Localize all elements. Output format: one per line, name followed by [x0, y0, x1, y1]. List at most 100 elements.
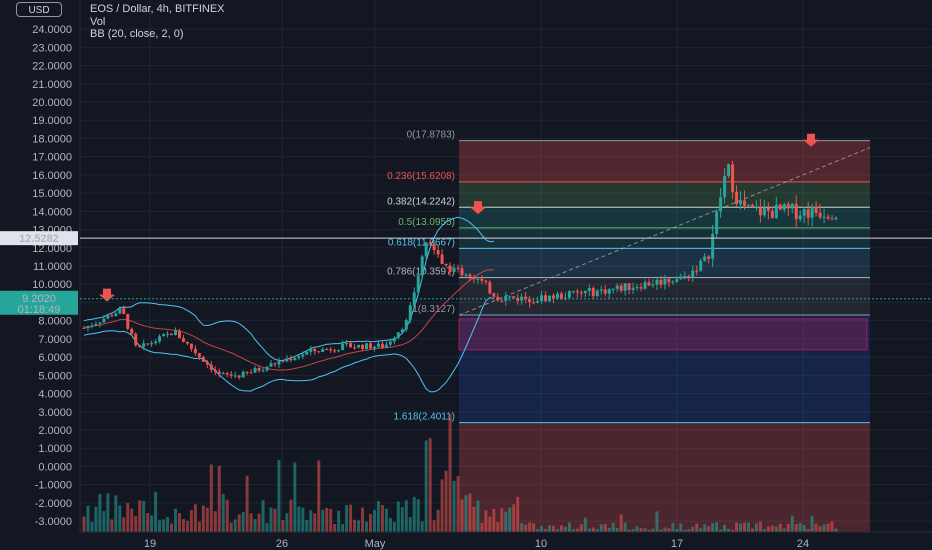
candle: [118, 308, 122, 314]
candle: [762, 207, 766, 216]
volume-bar: [134, 515, 138, 532]
volume-bar: [185, 520, 189, 532]
candle: [181, 338, 185, 342]
volume-bar: [174, 508, 177, 532]
volume-bar: [177, 513, 181, 532]
fib-label: 0.618(11.9667): [388, 237, 455, 248]
candle: [98, 322, 102, 324]
volume-bar: [834, 528, 838, 532]
candle: [261, 370, 265, 372]
volume-bar: [762, 528, 766, 532]
symbol-title[interactable]: EOS / Dollar, 4h, BITFINEX: [90, 3, 225, 15]
candle: [82, 327, 86, 329]
candle: [464, 274, 468, 276]
last-price-value: 12.5282: [19, 233, 59, 245]
volume-bar: [428, 438, 432, 532]
volume-bar: [492, 508, 496, 532]
y-tick-label: 4.0000: [38, 389, 72, 401]
candle: [826, 216, 830, 219]
candle: [281, 361, 285, 363]
candle: [623, 283, 627, 291]
candle: [735, 191, 739, 205]
volume-bar: [512, 504, 516, 532]
volume-bar: [504, 511, 508, 532]
candle: [659, 279, 663, 285]
candle: [663, 278, 667, 285]
currency-badge[interactable]: USD: [16, 2, 62, 17]
current-price-tag: [0, 290, 78, 315]
candle: [110, 315, 114, 317]
x-tick-label: May: [365, 538, 386, 550]
volume-bar: [559, 525, 563, 532]
candle: [388, 341, 392, 345]
volume-bar: [715, 522, 719, 532]
candle: [166, 333, 170, 335]
volume-bar: [806, 528, 810, 532]
candle: [567, 291, 571, 298]
candle: [492, 293, 496, 297]
volume-bar: [436, 509, 440, 532]
volume-bar: [711, 523, 715, 532]
volume-bar: [98, 493, 102, 532]
volume-bar: [102, 511, 106, 532]
candle: [798, 215, 802, 220]
volume-bar: [309, 510, 313, 532]
volume-bar: [786, 523, 790, 532]
volume-bar: [683, 529, 687, 532]
marker-arrows: [99, 133, 819, 302]
volume-bar: [615, 528, 619, 532]
volume-bar: [659, 529, 663, 532]
candle: [162, 334, 166, 337]
volume-bar: [754, 523, 758, 532]
candle: [337, 349, 341, 352]
candle: [142, 343, 146, 347]
candle: [571, 291, 575, 293]
candle: [114, 313, 118, 317]
candle: [408, 305, 412, 321]
y-tick-label: 6.0000: [38, 352, 72, 364]
volume-legend[interactable]: Vol: [90, 15, 106, 28]
volume-bar: [205, 507, 209, 532]
volume-bar: [277, 460, 281, 532]
volume-bar: [675, 528, 679, 532]
candle: [412, 292, 416, 306]
volume-bar: [249, 513, 253, 532]
candle: [86, 325, 90, 329]
candle: [122, 308, 126, 314]
volume-bar: [778, 523, 782, 532]
y-tick-label: 19.0000: [32, 115, 72, 127]
candle: [249, 372, 253, 374]
y-tick-label: 11.0000: [33, 261, 72, 273]
fib-label: 1.618(2.4011): [393, 412, 455, 423]
candle: [293, 358, 297, 361]
volume-bar: [798, 523, 802, 532]
candle: [575, 291, 579, 293]
candle: [277, 361, 281, 365]
fib-zone: [459, 181, 870, 208]
candle: [416, 275, 420, 293]
volume-bar: [404, 500, 408, 532]
candle: [651, 284, 655, 286]
y-tick-label: 14.0000: [32, 206, 72, 218]
volume-bar: [496, 521, 500, 532]
fib-label: 1(8.3127): [412, 304, 455, 315]
candle: [607, 289, 611, 294]
candle: [790, 203, 794, 209]
candle: [150, 343, 154, 345]
candle: [404, 320, 408, 330]
candle: [814, 206, 818, 213]
volume-bar: [826, 523, 830, 532]
volume-bar: [313, 513, 317, 532]
fib-label: 0.5(13.0955): [398, 217, 455, 228]
y-tick-label: -1.0000: [35, 480, 72, 492]
candle: [329, 349, 333, 351]
candle: [154, 341, 158, 344]
candle: [639, 287, 643, 289]
candle: [552, 295, 555, 299]
volume-bar: [691, 526, 695, 532]
candle: [217, 371, 221, 374]
volume-bar: [508, 507, 512, 532]
indicator-legend[interactable]: BB (20, close, 2, 0): [90, 28, 184, 40]
